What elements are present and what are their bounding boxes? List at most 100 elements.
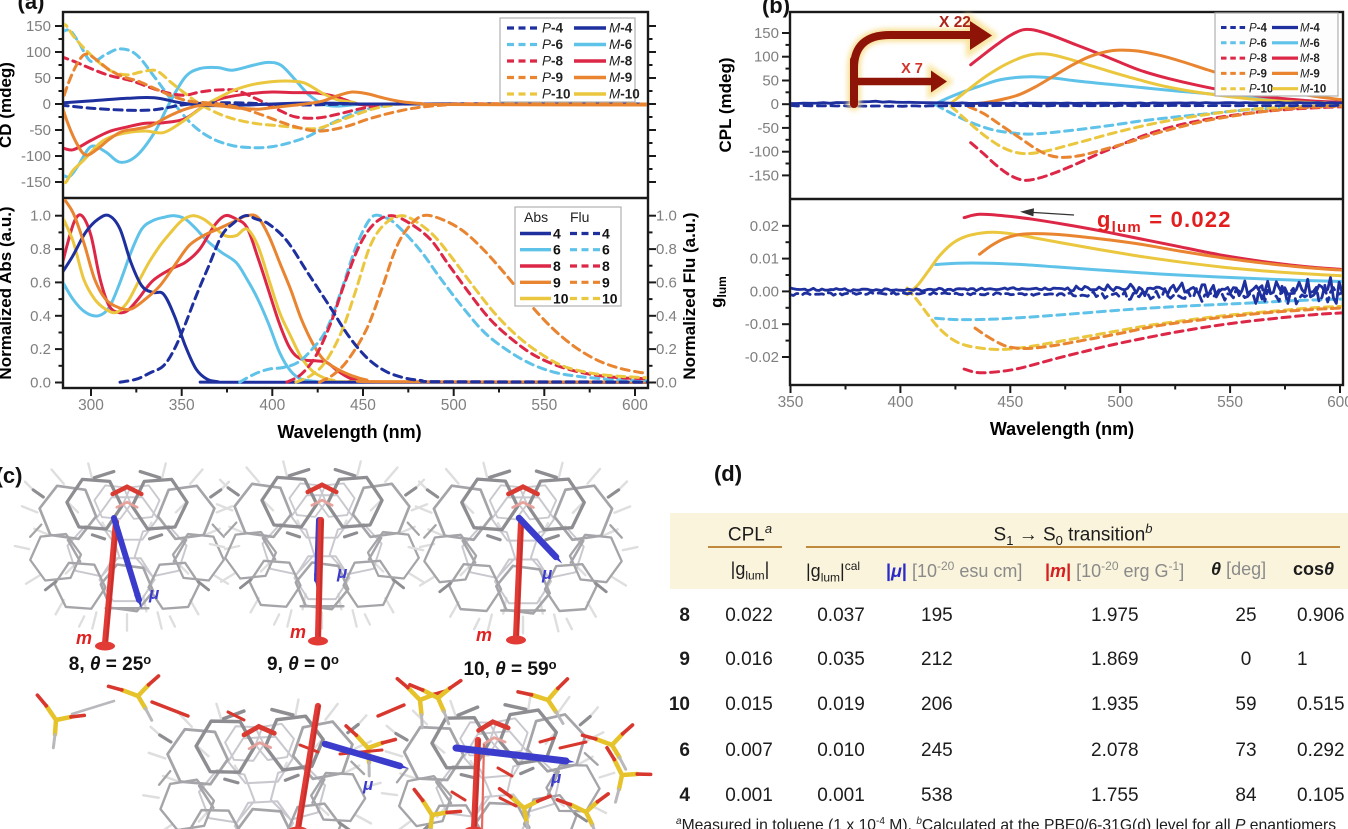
- svg-text:500: 500: [441, 397, 467, 414]
- svg-text:-100: -100: [21, 148, 51, 165]
- svg-text:0: 0: [43, 96, 51, 113]
- svg-text:μ: μ: [148, 584, 160, 603]
- svg-text:9, θ = 0o: 9, θ = 0o: [267, 652, 339, 675]
- svg-text:150: 150: [754, 25, 779, 42]
- svg-text:P-9: P-9: [542, 70, 563, 85]
- svg-text:P-4: P-4: [542, 21, 564, 36]
- svg-text:glum: glum: [707, 276, 729, 308]
- svg-text:10, θ = 59o: 10, θ = 59o: [463, 657, 556, 680]
- svg-text:P-4: P-4: [1249, 23, 1268, 35]
- svg-text:0.02: 0.02: [750, 218, 779, 235]
- svg-text:Abs: Abs: [524, 209, 548, 225]
- svg-text:Normalized Abs (a.u.): Normalized Abs (a.u.): [0, 206, 15, 379]
- svg-text:Normalized Flu (a.u.): Normalized Flu (a.u.): [680, 212, 699, 379]
- svg-text:M-6: M-6: [1300, 38, 1320, 50]
- svg-text:-150: -150: [21, 174, 51, 191]
- svg-text:350: 350: [169, 397, 195, 414]
- svg-text:m: m: [290, 622, 306, 642]
- svg-text:CD (mdeg): CD (mdeg): [0, 62, 15, 148]
- svg-text:550: 550: [1217, 394, 1243, 411]
- svg-text:M-8: M-8: [1300, 53, 1320, 65]
- svg-text:-0.02: -0.02: [745, 349, 779, 366]
- svg-text:550: 550: [531, 397, 557, 414]
- svg-text:150: 150: [26, 18, 51, 35]
- svg-text:0.01: 0.01: [750, 251, 779, 268]
- svg-text:50: 50: [34, 70, 51, 87]
- svg-text:CPL (mdeg): CPL (mdeg): [716, 57, 735, 152]
- svg-text:100: 100: [26, 44, 51, 61]
- svg-text:Flu: Flu: [570, 209, 589, 225]
- svg-text:M-9: M-9: [609, 70, 632, 85]
- svg-text:4: 4: [602, 226, 610, 242]
- svg-text:M-4: M-4: [609, 21, 633, 36]
- svg-text:8: 8: [553, 258, 561, 274]
- svg-text:P-10: P-10: [542, 87, 571, 102]
- svg-text:(c): (c): [0, 463, 22, 488]
- svg-text:P-8: P-8: [542, 54, 564, 69]
- svg-text:(d): (d): [714, 461, 742, 486]
- svg-text:0.6: 0.6: [656, 274, 677, 291]
- svg-text:0.00: 0.00: [750, 283, 779, 300]
- svg-text:-0.01: -0.01: [745, 316, 779, 333]
- svg-text:8, θ = 25o: 8, θ = 25o: [69, 652, 152, 675]
- svg-text:μ: μ: [362, 775, 374, 794]
- svg-text:M-9: M-9: [1300, 68, 1320, 80]
- svg-text:Wavelength (nm): Wavelength (nm): [277, 422, 421, 442]
- svg-text:10: 10: [602, 291, 618, 307]
- svg-text:m: m: [476, 625, 492, 645]
- svg-text:400: 400: [259, 397, 285, 414]
- svg-text:450: 450: [997, 394, 1023, 411]
- svg-text:P-9: P-9: [1249, 68, 1267, 80]
- svg-text:glum = 0.022: glum = 0.022: [1097, 207, 1232, 236]
- svg-text:-150: -150: [749, 167, 779, 184]
- svg-text:600: 600: [622, 397, 648, 414]
- svg-text:9: 9: [602, 274, 610, 290]
- svg-text:1.0: 1.0: [30, 208, 51, 225]
- svg-text:9: 9: [553, 274, 561, 290]
- svg-text:M-10: M-10: [1300, 84, 1326, 96]
- svg-text:-50: -50: [29, 122, 51, 139]
- svg-text:0.4: 0.4: [656, 308, 677, 325]
- svg-text:X 22: X 22: [939, 14, 971, 31]
- svg-text:P-6: P-6: [1249, 38, 1267, 50]
- svg-text:-100: -100: [749, 144, 779, 161]
- svg-text:μ: μ: [336, 563, 348, 582]
- svg-text:6: 6: [553, 242, 561, 258]
- svg-text:400: 400: [887, 394, 913, 411]
- svg-text:(b): (b): [762, 0, 790, 18]
- svg-text:50: 50: [762, 72, 779, 89]
- svg-text:M-4: M-4: [1300, 23, 1320, 35]
- svg-text:μ: μ: [541, 564, 553, 583]
- svg-text:0.0: 0.0: [656, 375, 677, 392]
- svg-text:1.0: 1.0: [656, 208, 677, 225]
- svg-text:X 7: X 7: [901, 61, 923, 77]
- svg-text:0.2: 0.2: [30, 341, 51, 358]
- svg-text:300: 300: [78, 397, 104, 414]
- svg-text:P-8: P-8: [1249, 53, 1268, 65]
- svg-text:500: 500: [1107, 394, 1133, 411]
- svg-text:600: 600: [1327, 394, 1348, 411]
- svg-text:M-6: M-6: [609, 37, 633, 52]
- svg-text:6: 6: [602, 242, 610, 258]
- svg-text:0.8: 0.8: [30, 241, 51, 258]
- svg-text:4: 4: [553, 226, 561, 242]
- svg-text:0.8: 0.8: [656, 241, 677, 258]
- svg-text:0.6: 0.6: [30, 274, 51, 291]
- svg-text:450: 450: [350, 397, 376, 414]
- svg-text:P-10: P-10: [1249, 84, 1273, 96]
- svg-text:350: 350: [778, 394, 804, 411]
- svg-text:0.2: 0.2: [656, 341, 677, 358]
- svg-text:8: 8: [602, 258, 610, 274]
- svg-text:M-8: M-8: [609, 54, 633, 69]
- svg-text:P-6: P-6: [542, 37, 564, 52]
- svg-text:(a): (a): [18, 0, 45, 14]
- svg-text:M-10: M-10: [609, 87, 640, 102]
- svg-text:Wavelength (nm): Wavelength (nm): [990, 419, 1134, 439]
- svg-text:μ: μ: [550, 768, 562, 787]
- svg-text:10: 10: [553, 291, 569, 307]
- svg-text:0: 0: [771, 96, 779, 113]
- svg-text:-50: -50: [757, 120, 779, 137]
- svg-text:0.0: 0.0: [30, 375, 51, 392]
- svg-text:m: m: [76, 628, 92, 648]
- svg-text:0.4: 0.4: [30, 308, 51, 325]
